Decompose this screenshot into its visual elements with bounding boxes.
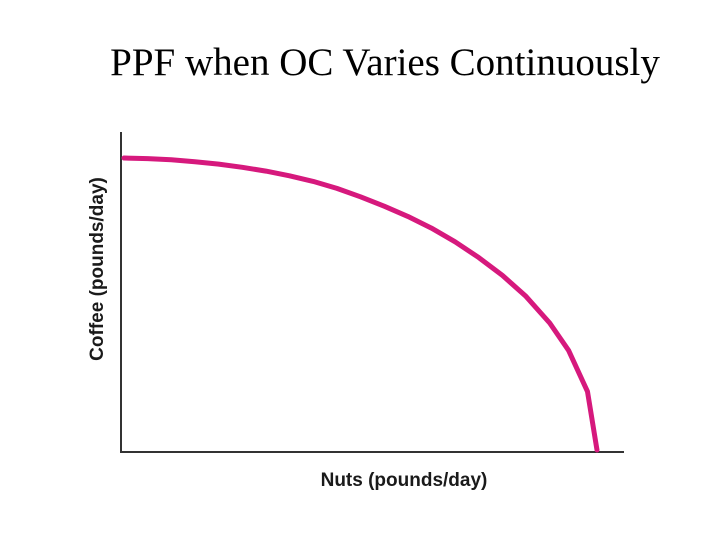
slide-title: PPF when OC Varies Continuously [110,41,660,84]
ppf-curve [121,155,600,453]
y-axis-label: Coffee (pounds/day) [87,177,108,361]
x-axis-label: Nuts (pounds/day) [321,470,488,491]
